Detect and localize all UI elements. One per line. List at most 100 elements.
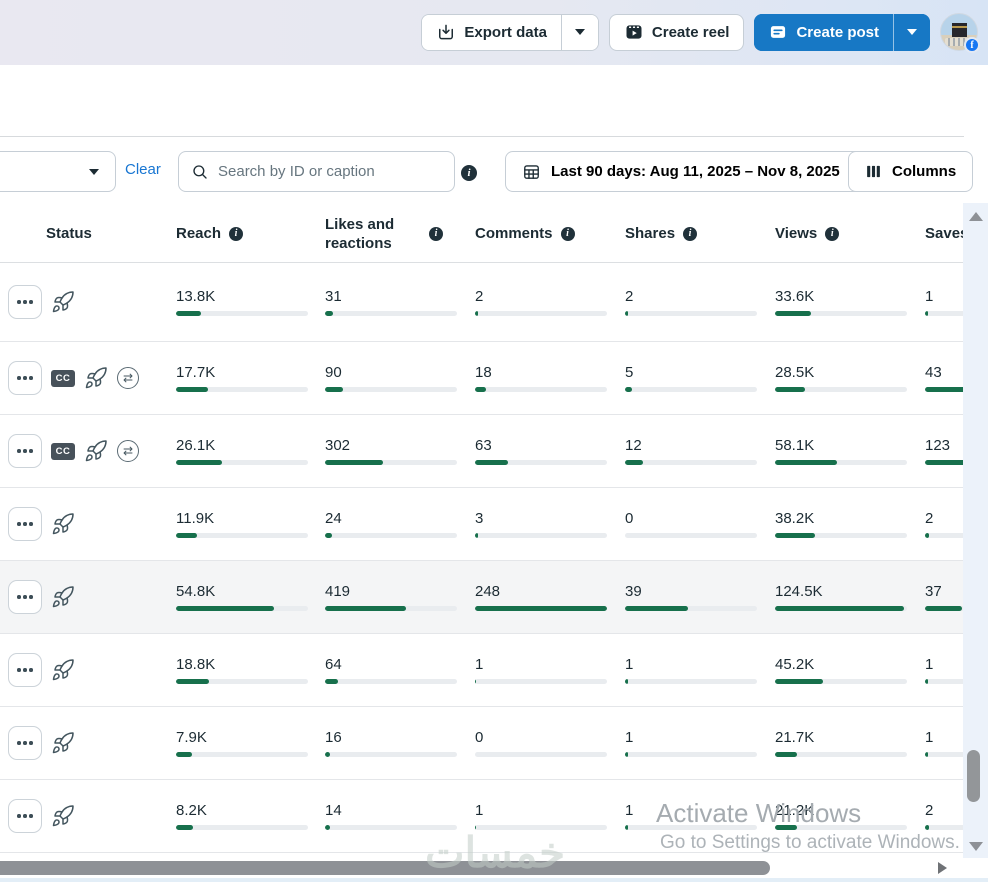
comments-cell: 1 (475, 634, 607, 706)
create-post-split-button: Create post (754, 13, 930, 51)
row-actions-button[interactable] (8, 726, 42, 760)
views-cell: 33.6K (775, 263, 907, 341)
views-bar-fill (775, 311, 811, 316)
search-box[interactable] (178, 151, 455, 192)
horizontal-scroll-thumb[interactable] (0, 861, 770, 875)
views-cell: 28.5K (775, 342, 907, 414)
header-comments[interactable]: Comments i (475, 205, 575, 262)
likes-bar-fill (325, 752, 331, 757)
export-data-dropdown[interactable] (560, 14, 598, 50)
comments-value: 0 (475, 729, 484, 746)
scroll-right-arrow[interactable] (938, 862, 947, 874)
row-actions-button[interactable] (8, 653, 42, 687)
header-saves[interactable]: Saves (925, 225, 969, 242)
shares-value: 5 (625, 364, 634, 381)
header-views[interactable]: Views i (775, 205, 840, 262)
reach-cell: 13.8K (176, 263, 308, 341)
likes-bar-track (325, 460, 457, 465)
reach-cell: 7.9K (176, 707, 308, 779)
header-reach[interactable]: Reach i (176, 205, 244, 262)
site-watermark: خمسات (425, 829, 566, 876)
info-icon[interactable]: i (825, 226, 840, 241)
views-cell: 45.2K (775, 634, 907, 706)
row-actions-button[interactable] (8, 285, 42, 319)
date-range-button[interactable]: Last 90 days: Aug 11, 2025 – Nov 8, 2025 (505, 151, 877, 192)
create-post-button[interactable]: Create post (754, 13, 893, 51)
views-cell: 58.1K (775, 415, 907, 487)
reach-value: 54.8K (176, 583, 216, 600)
shares-value: 1 (625, 729, 634, 746)
saves-cell: 43 (925, 342, 988, 414)
header-status[interactable]: Status (46, 225, 92, 242)
reach-cell: 8.2K (176, 780, 308, 852)
reach-bar-track (176, 606, 308, 611)
bottom-edge (0, 878, 988, 882)
shares-bar-track (625, 533, 757, 538)
vertical-scroll-thumb[interactable] (967, 750, 980, 802)
row-actions-button[interactable] (8, 580, 42, 614)
likes-value: 16 (325, 729, 342, 746)
shares-value: 12 (625, 437, 642, 454)
status-cell: CC ⇄ (8, 634, 75, 706)
views-bar-track (775, 825, 907, 830)
comments-value: 18 (475, 364, 492, 381)
clear-filters-link[interactable]: Clear (125, 161, 161, 178)
section-divider (0, 136, 964, 137)
header-shares[interactable]: Shares i (625, 205, 698, 262)
search-info-icon[interactable]: i (461, 163, 477, 181)
likes-cell: 90 (325, 342, 457, 414)
saves-bar-track (925, 825, 988, 830)
table-row: CC ⇄ 18.8K 64 1 1 45.2K 1 (0, 634, 988, 707)
create-post-label: Create post (796, 23, 879, 41)
saves-bar-track (925, 460, 988, 465)
comments-bar-track (475, 387, 607, 392)
export-data-button[interactable]: Export data (422, 14, 561, 50)
views-value: 124.5K (775, 583, 823, 600)
create-reel-label: Create reel (651, 23, 730, 41)
boost-rocket-icon (51, 731, 75, 755)
comments-bar-fill (475, 606, 607, 611)
create-post-dropdown[interactable] (893, 13, 930, 51)
views-bar-track (775, 533, 907, 538)
filter-dropdown[interactable] (0, 151, 116, 192)
info-icon[interactable]: i (683, 226, 698, 241)
profile-avatar[interactable]: f (940, 13, 980, 53)
views-bar-fill (775, 679, 823, 684)
likes-cell: 419 (325, 561, 457, 633)
info-icon[interactable]: i (429, 226, 443, 241)
search-input[interactable] (218, 163, 442, 180)
saves-bar-fill (925, 533, 929, 538)
info-icon[interactable]: i (560, 226, 575, 241)
scroll-down-arrow[interactable] (969, 842, 983, 851)
comments-cell: 18 (475, 342, 607, 414)
saves-bar-fill (925, 460, 988, 465)
likes-cell: 31 (325, 263, 457, 341)
header-divider (0, 262, 964, 263)
boost-rocket-icon (51, 658, 75, 682)
comments-bar-track (475, 679, 607, 684)
row-actions-button[interactable] (8, 799, 42, 833)
row-actions-button[interactable] (8, 507, 42, 541)
comments-bar-track (475, 533, 607, 538)
header-likes[interactable]: Likes and reactions i (325, 205, 465, 262)
reach-bar-track (176, 825, 308, 830)
reach-bar-fill (176, 825, 194, 830)
create-reel-button[interactable]: Create reel (608, 13, 745, 51)
shares-bar-track (625, 679, 757, 684)
reach-bar-fill (176, 533, 198, 538)
shares-bar-fill (625, 460, 644, 465)
columns-label: Columns (892, 163, 957, 180)
columns-button[interactable]: Columns (848, 151, 974, 192)
likes-bar-track (325, 311, 457, 316)
scroll-up-arrow[interactable] (969, 212, 983, 221)
shares-cell: 39 (625, 561, 757, 633)
status-cell: CC ⇄ (8, 342, 139, 414)
views-bar-fill (775, 533, 815, 538)
shares-bar-fill (625, 752, 628, 757)
table-row: CC ⇄ 17.7K 90 18 5 28.5K 43 (0, 342, 988, 415)
reach-bar-track (176, 311, 308, 316)
row-actions-button[interactable] (8, 361, 42, 395)
info-icon[interactable]: i (229, 226, 244, 241)
row-actions-button[interactable] (8, 434, 42, 468)
reach-cell: 54.8K (176, 561, 308, 633)
